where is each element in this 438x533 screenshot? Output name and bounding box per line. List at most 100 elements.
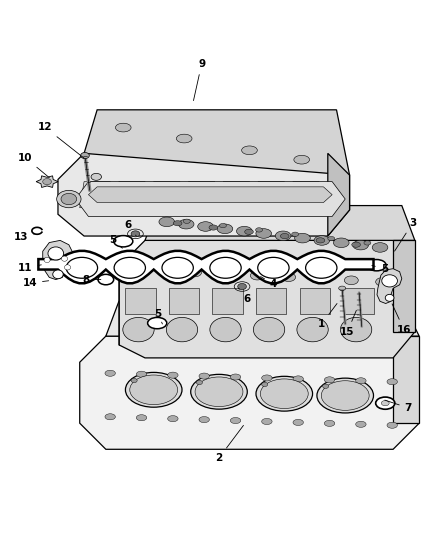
Polygon shape [300,288,330,314]
Polygon shape [343,288,374,314]
Ellipse shape [344,276,358,285]
Ellipse shape [328,237,335,241]
Ellipse shape [253,318,285,342]
Ellipse shape [43,179,51,184]
Ellipse shape [261,418,272,424]
Ellipse shape [219,223,226,228]
Ellipse shape [372,243,388,252]
Polygon shape [58,154,350,236]
Ellipse shape [385,294,394,301]
Ellipse shape [339,286,346,290]
Text: 2: 2 [215,425,244,463]
Ellipse shape [114,236,133,247]
Polygon shape [254,182,289,208]
Ellipse shape [356,421,366,427]
Ellipse shape [191,320,247,341]
Ellipse shape [230,374,241,380]
Ellipse shape [381,400,389,406]
Ellipse shape [168,372,178,378]
Ellipse shape [356,378,366,384]
Ellipse shape [219,270,233,278]
Ellipse shape [209,225,218,230]
Ellipse shape [256,322,313,343]
Polygon shape [36,176,58,188]
Ellipse shape [199,417,209,423]
Text: 8: 8 [83,274,101,285]
Polygon shape [149,182,184,208]
Polygon shape [84,110,350,175]
Ellipse shape [217,224,233,233]
Ellipse shape [258,257,289,278]
Ellipse shape [317,378,374,413]
Text: 7: 7 [385,400,412,413]
Ellipse shape [91,173,102,180]
Ellipse shape [282,273,296,281]
Text: 16: 16 [392,304,411,335]
Ellipse shape [316,238,325,243]
Polygon shape [328,154,350,236]
Ellipse shape [191,374,247,409]
Ellipse shape [166,318,198,342]
Polygon shape [80,182,115,208]
Ellipse shape [199,373,209,379]
Ellipse shape [280,233,289,239]
Ellipse shape [340,318,372,342]
Ellipse shape [237,227,252,236]
Text: 11: 11 [18,263,41,273]
Ellipse shape [173,221,182,226]
Ellipse shape [367,260,386,271]
Ellipse shape [387,378,397,385]
Ellipse shape [321,381,369,410]
Ellipse shape [131,378,137,383]
Ellipse shape [53,270,63,279]
Polygon shape [115,182,149,208]
Text: 14: 14 [22,278,49,288]
Ellipse shape [156,266,170,275]
Ellipse shape [293,419,304,425]
Ellipse shape [64,265,71,270]
Ellipse shape [275,231,291,240]
Polygon shape [106,301,419,336]
Ellipse shape [66,257,98,278]
Ellipse shape [313,274,327,283]
Ellipse shape [294,155,310,164]
Polygon shape [169,288,199,314]
Ellipse shape [376,397,395,409]
Polygon shape [184,182,219,208]
Ellipse shape [255,228,262,232]
Ellipse shape [125,318,182,340]
Text: 6: 6 [239,288,251,304]
Ellipse shape [196,380,202,385]
Ellipse shape [260,379,308,408]
Ellipse shape [162,257,193,278]
Ellipse shape [136,415,147,421]
Ellipse shape [136,371,147,377]
Ellipse shape [317,324,374,345]
Ellipse shape [251,271,264,280]
Ellipse shape [230,417,241,424]
Polygon shape [256,288,286,314]
Polygon shape [145,206,415,240]
Ellipse shape [98,274,114,285]
Ellipse shape [178,220,194,229]
Ellipse shape [81,152,89,158]
Text: 9: 9 [194,59,205,101]
Ellipse shape [306,257,337,278]
Text: 6: 6 [124,220,136,236]
Text: 15: 15 [340,310,357,337]
Ellipse shape [256,229,272,238]
Ellipse shape [123,318,154,342]
Ellipse shape [238,284,247,289]
Ellipse shape [293,376,304,382]
Ellipse shape [292,232,299,237]
Ellipse shape [125,373,182,407]
Ellipse shape [353,240,368,250]
Ellipse shape [245,229,253,235]
Ellipse shape [210,318,241,342]
Ellipse shape [376,278,390,286]
Ellipse shape [322,384,328,389]
Text: 4: 4 [261,277,277,289]
Ellipse shape [61,256,67,261]
Ellipse shape [324,421,335,426]
Text: 5: 5 [155,309,162,324]
